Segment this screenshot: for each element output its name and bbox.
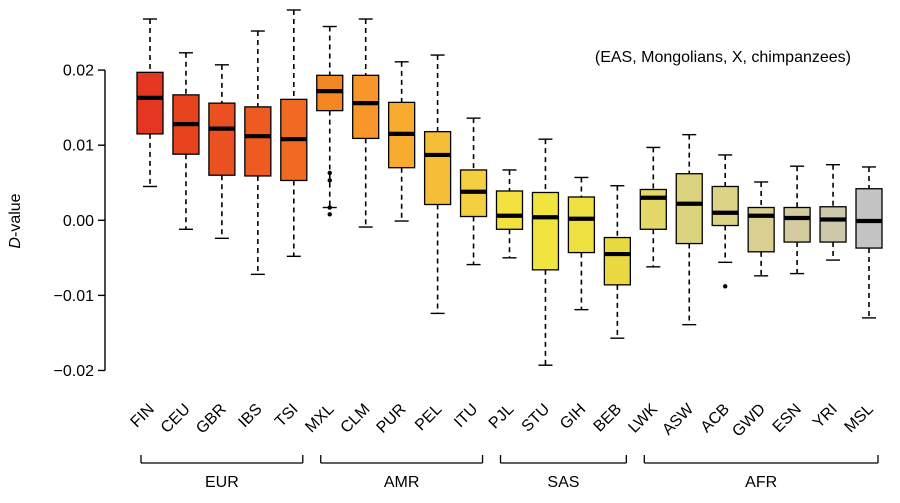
box-lwk [639,146,667,268]
outlier-point [327,178,332,183]
group-label: SAS [547,474,579,491]
group-eur: EUR [140,455,304,491]
category-label: MSL [842,401,877,436]
category-label: ASW [659,400,697,438]
box-beb [603,185,631,339]
box-tsi [280,9,308,258]
box-ceu [172,52,200,230]
box-gbr [208,64,236,239]
box-body [639,188,667,230]
category-label: ACB [698,401,733,436]
box-clm [352,18,380,228]
box-asw [675,133,703,326]
box-body [675,173,703,245]
box-msl [855,166,883,319]
box-pur [387,61,416,222]
category-label: BEB [591,401,626,436]
group-afr: AFR [643,455,879,491]
group-amr: AMR [320,455,484,491]
outlier-point [327,205,332,210]
category-label: MXL [302,401,337,436]
box-mxl [316,25,344,217]
category-label: LWK [625,401,661,437]
y-axis-label-rest: -value [7,193,24,237]
boxes-layer [136,9,883,366]
box-pel [423,54,452,315]
box-acb [711,154,739,289]
box-itu [459,117,488,266]
group-sas: SAS [499,455,627,491]
group-label: AFR [745,474,777,491]
chart-annotation: (EAS, Mongolians, X, chimpanzees) [595,49,851,66]
y-tick-label: −0.01 [54,288,95,305]
outlier-point [723,284,728,289]
category-label: GWD [729,401,769,441]
box-body [711,185,739,227]
box-fin [136,18,164,188]
box-body [783,206,811,243]
outlier-point [327,170,332,176]
category-label: ESN [770,401,805,436]
box-body [819,206,847,243]
box-gih [567,176,596,311]
category-label: STU [519,401,554,436]
category-label: YRI [810,401,841,432]
y-axis: −0.02 −0.01 0.00 0.01 0.02 [54,63,106,380]
category-label: CEU [158,401,194,437]
box-body [423,131,452,206]
box-body [208,102,236,176]
category-label: IBS [235,401,265,431]
y-tick-label: −0.02 [54,363,95,380]
box-body [244,106,272,177]
box-esn [783,165,811,275]
y-tick-label: 0.01 [63,138,94,155]
group-label: EUR [205,474,239,491]
category-label: PUR [374,401,410,437]
group-label: AMR [384,474,420,491]
category-label: GIH [557,401,589,433]
box-stu [531,138,560,366]
group-brackets: EUR AMR SAS AFR [140,455,879,491]
category-label: PJL [486,401,518,433]
box-body [603,236,631,286]
y-tick-label: 0.00 [63,213,94,230]
box-pjl [495,169,524,259]
category-label: ITU [451,401,481,431]
box-body [495,190,524,230]
category-label: CLM [338,401,374,437]
y-axis-label: D-value [7,193,24,248]
box-gwd [747,181,775,277]
category-label: GBR [193,401,230,438]
category-label: FIN [128,401,158,431]
x-axis-labels: FIN CEU GBR IBS TSI MXL CLM PUR PEL ITU PJL STU GIH B… [128,400,877,440]
y-tick-label: 0.02 [63,63,94,80]
y-axis-label-italic: D [7,237,24,249]
category-label: TSI [272,401,302,431]
category-label: PEL [412,401,445,434]
box-body [855,188,883,249]
box-body [567,196,596,254]
box-body [531,191,560,271]
box-body [136,71,164,135]
box-body [352,74,380,140]
box-ibs [244,30,272,276]
box-yri [819,164,847,261]
outlier-point [327,212,332,217]
